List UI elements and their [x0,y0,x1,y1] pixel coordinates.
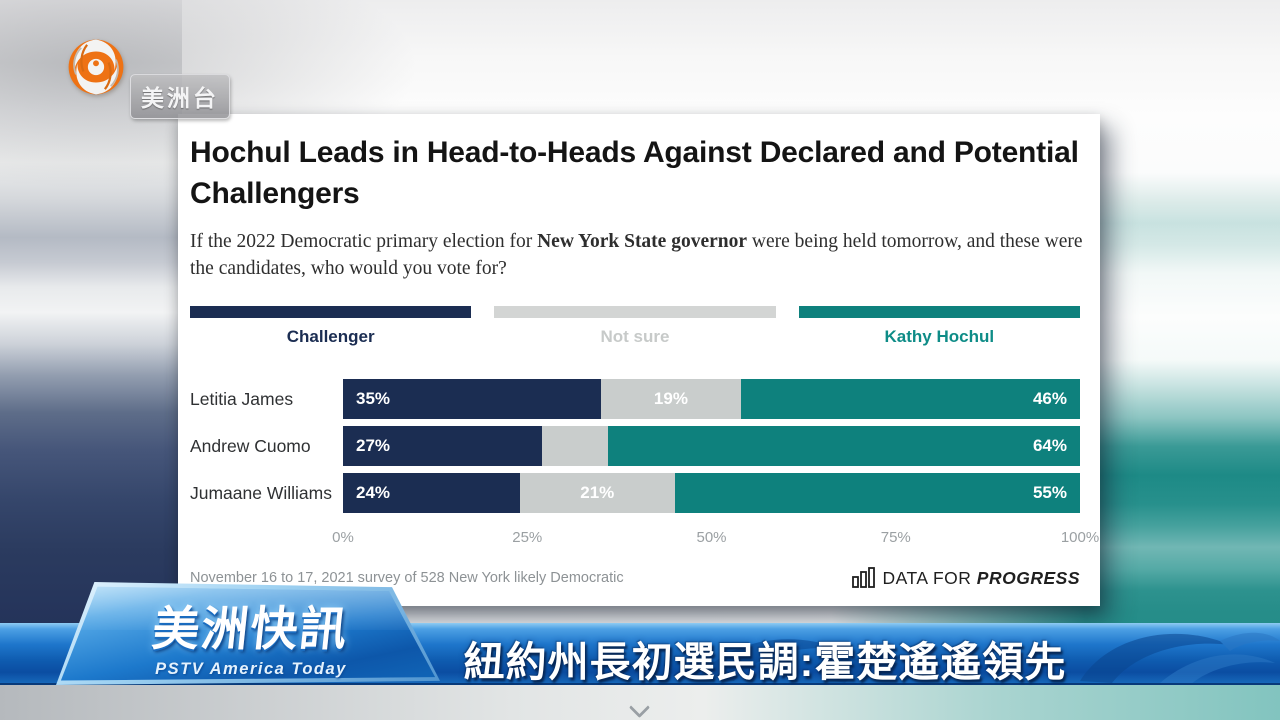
bar-track: 24% 21% 55% [343,473,1080,514]
poll-chart-card: Hochul Leads in Head-to-Heads Against De… [178,114,1100,606]
legend-swatch-not-sure [494,306,776,319]
bar-segment-not-sure [541,426,609,467]
chart-title: Hochul Leads in Head-to-Heads Against De… [190,136,1079,211]
channel-logo: 美洲台 [58,28,258,119]
program-subtitle: PSTV America Today [155,660,347,678]
bar-segment-not-sure: 21% [519,473,675,514]
category-label: Andrew Cuomo [190,435,311,456]
axis-tick: 25% [512,529,543,547]
logo-text: DATA FOR PROGRESS [883,568,1081,589]
bar-chart: Letitia James 35% 19% 46% Andrew Cuomo 2… [190,379,1080,514]
program-badge: 美洲快訊 PSTV America Today [56,582,440,685]
legend-swatch-hochul [798,306,1080,319]
bar-value-label: 19% [653,389,688,409]
bar-value-label: 27% [356,436,391,456]
bar-segment-challenger: 24% [343,473,520,514]
axis-tick: 0% [332,529,354,547]
bar-segment-hochul: 46% [740,379,1080,420]
bar-value-label: 24% [356,483,391,503]
channel-badge: 美洲台 [130,74,230,119]
legend-item-challenger: Challenger [190,306,472,347]
legend-item-hochul: Kathy Hochul [798,306,1080,347]
legend-item-not-sure: Not sure [494,306,776,347]
survey-footnote: November 16 to 17, 2021 survey of 528 Ne… [190,570,624,587]
legend-label-hochul: Kathy Hochul [884,327,995,347]
program-badge-text: 美洲快訊 PSTV America Today [86,590,416,679]
axis-tick: 75% [880,529,911,547]
bar-value-label: 55% [1032,483,1067,503]
legend-label-challenger: Challenger [286,327,375,347]
legend-swatch-challenger [190,306,472,319]
logo-text-bold: PROGRESS [976,567,1080,588]
legend-label-not-sure: Not sure [600,327,670,347]
bar-row-andrew-cuomo: Andrew Cuomo 27% 64% [190,426,1080,467]
bar-segment-challenger: 27% [343,426,542,467]
bar-row-letitia-james: Letitia James 35% 19% 46% [190,379,1080,420]
bar-chart-icon [851,567,875,589]
x-axis: 0% 25% 50% 75% 100% [332,525,1099,551]
phoenix-watermark-icon [700,632,1280,683]
question-suffix: were being held tomorrow, and these were… [190,230,1083,280]
bar-value-label: 64% [1032,436,1067,456]
bar-track: 35% 19% 46% [343,379,1080,420]
question-bold: New York State governor [537,230,748,252]
bar-segment-hochul: 55% [674,473,1080,514]
question-prefix: If the 2022 Democratic primary election … [190,230,538,252]
logo-text-regular: DATA FOR [882,567,972,588]
bar-value-label: 35% [356,389,391,409]
card-footer: November 16 to 17, 2021 survey of 528 Ne… [190,567,1080,589]
bar-value-label: 46% [1032,389,1067,409]
phoenix-logo-icon [68,39,124,95]
bottom-strip [0,685,1280,720]
bar-segment-challenger: 35% [343,379,601,420]
bar-segment-not-sure: 19% [600,379,741,420]
bar-value-label: 21% [580,483,615,503]
chart-legend: Challenger Not sure Kathy Hochul [190,306,1080,347]
axis-tick: 50% [696,529,727,547]
bar-track: 27% 64% [343,426,1080,467]
program-title: 美洲快訊 [149,602,352,655]
bar-row-jumaane-williams: Jumaane Williams 24% 21% 55% [190,473,1080,514]
news-headline: 紐約州長初選民調:霍楚遙遙領先 [463,639,1067,685]
program-badge-face [60,586,436,681]
category-label: Jumaane Williams [190,482,332,503]
bar-segment-hochul: 64% [608,426,1080,467]
chart-question: If the 2022 Democratic primary election … [190,228,1092,283]
axis-tick: 100% [1060,529,1100,547]
data-for-progress-logo: DATA FOR PROGRESS [851,567,1081,589]
category-label: Letitia James [190,388,294,409]
